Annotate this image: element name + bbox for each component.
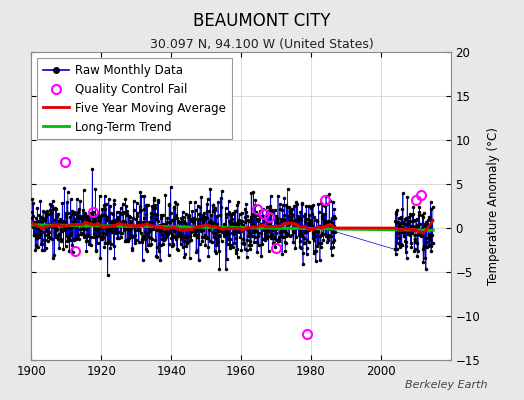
Text: Berkeley Earth: Berkeley Earth [405, 380, 487, 390]
Y-axis label: Temperature Anomaly (°C): Temperature Anomaly (°C) [487, 127, 500, 285]
Legend: Raw Monthly Data, Quality Control Fail, Five Year Moving Average, Long-Term Tren: Raw Monthly Data, Quality Control Fail, … [37, 58, 232, 140]
Text: 30.097 N, 94.100 W (United States): 30.097 N, 94.100 W (United States) [150, 38, 374, 51]
Text: BEAUMONT CITY: BEAUMONT CITY [193, 12, 331, 30]
